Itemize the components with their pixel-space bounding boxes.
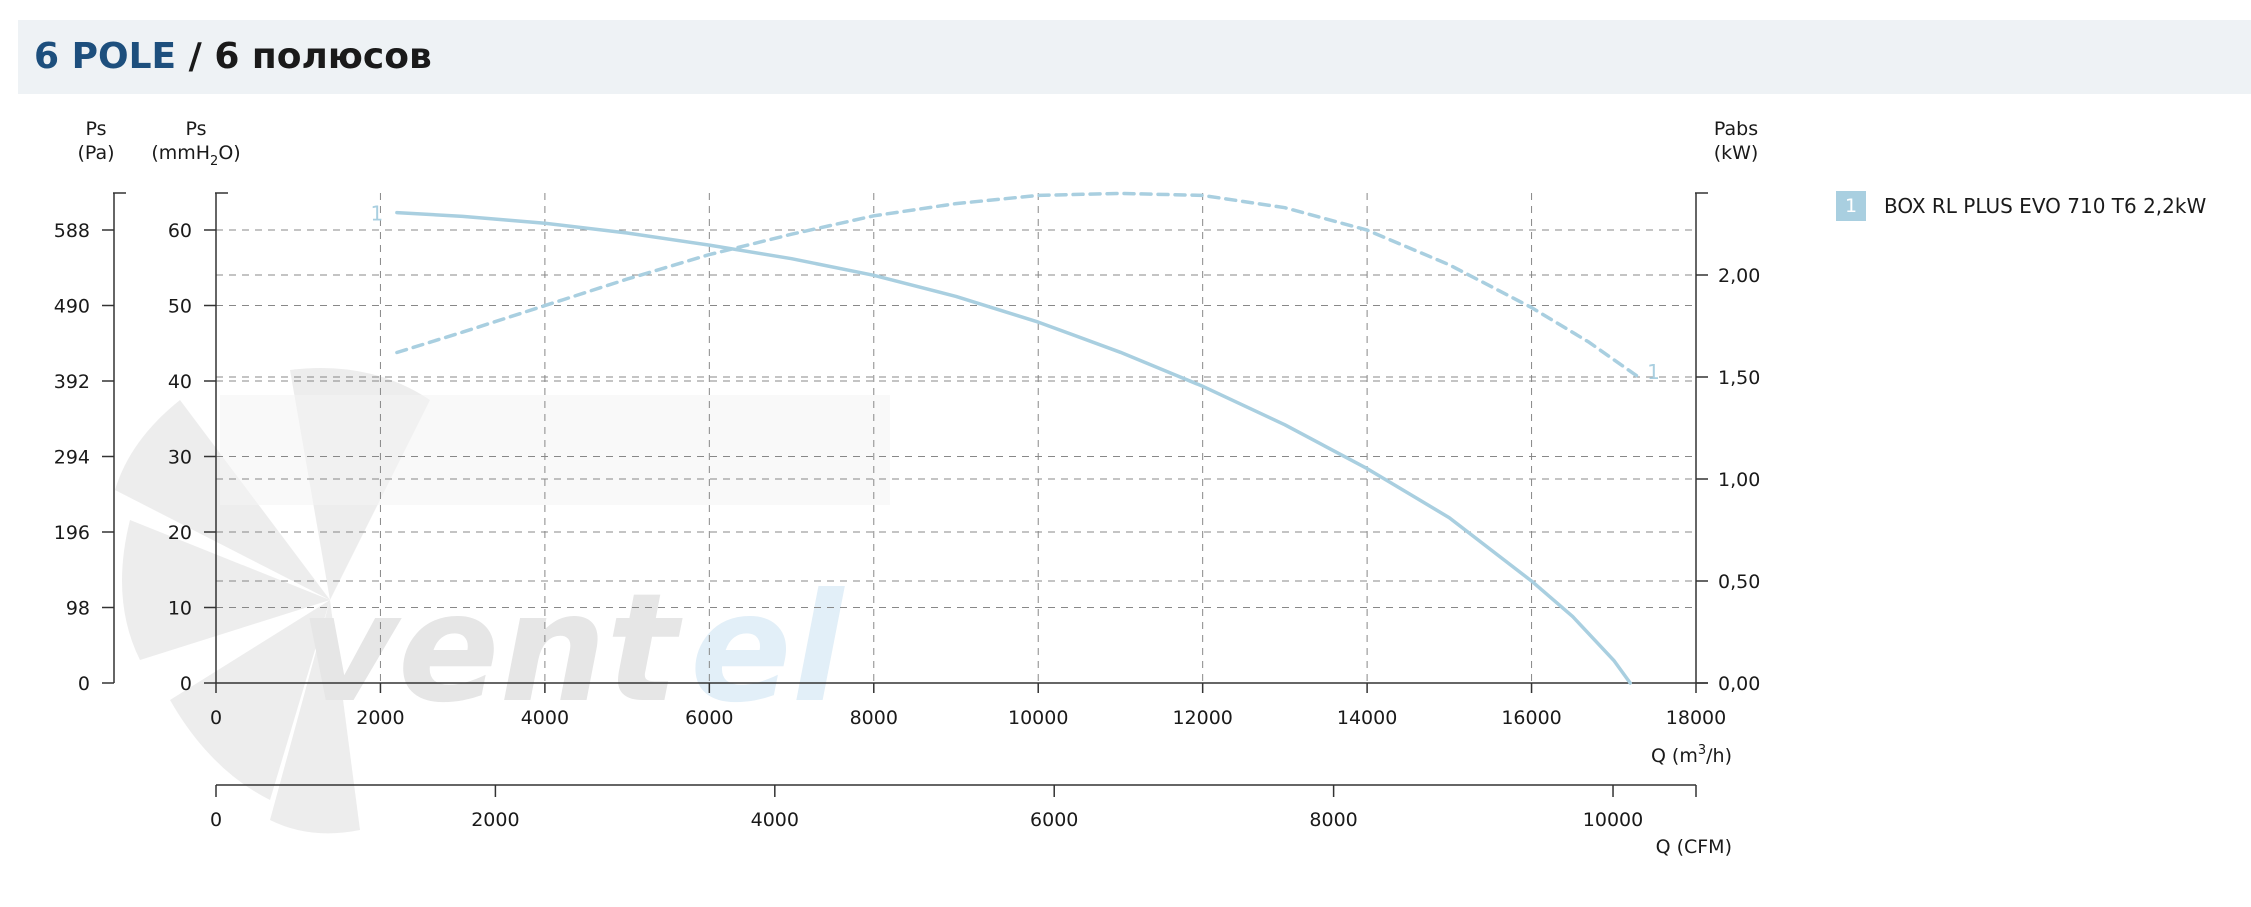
kw-tick-label: 1,00 xyxy=(1718,469,1760,491)
left-mm-axis-title-a: (mmH xyxy=(151,142,210,164)
mm-tick-label: 60 xyxy=(168,220,192,242)
cfm-tick-label: 10000 xyxy=(1583,809,1643,831)
pa-tick-label: 490 xyxy=(54,296,90,318)
cfm-tick-label: 2000 xyxy=(471,809,519,831)
kw-tick-label: 0,00 xyxy=(1718,673,1760,695)
legend-badge: 1 xyxy=(1836,191,1866,221)
x-m3h-axis-title-a: Q (m xyxy=(1651,745,1698,767)
watermark-band xyxy=(220,395,890,505)
watermark: vent el xyxy=(115,368,890,834)
watermark-logo-text: vent xyxy=(300,562,683,736)
x-tick-label: 0 xyxy=(210,707,222,729)
mm-tick-label: 0 xyxy=(180,673,192,695)
x-tick-label: 18000 xyxy=(1666,707,1726,729)
kw-tick-label: 0,50 xyxy=(1718,571,1760,593)
page-title: 6 POLE / 6 полюсов xyxy=(34,36,432,77)
mm-tick-label: 40 xyxy=(168,371,192,393)
left-mm-axis-title-line2: (mmH2O) xyxy=(151,142,240,169)
cfm-tick-label: 0 xyxy=(210,809,222,831)
pa-tick-label: 588 xyxy=(54,220,90,242)
pa-tick-label: 392 xyxy=(54,371,90,393)
x-m3h-axis-title-sup: 3 xyxy=(1698,743,1706,758)
chart-ticks: 09819629439249058801020304050600,000,501… xyxy=(54,220,1761,831)
x-cfm-axis-title: Q (CFM) xyxy=(1656,836,1732,858)
x-m3h-axis-title-b: /h) xyxy=(1706,745,1732,767)
kw-tick-label: 2,00 xyxy=(1718,265,1760,287)
cfm-tick-label: 6000 xyxy=(1030,809,1078,831)
power-curve xyxy=(395,191,1641,379)
x-tick-label: 12000 xyxy=(1172,707,1232,729)
pa-tick-label: 196 xyxy=(54,522,90,544)
pa-tick-label: 0 xyxy=(78,673,90,695)
mm-tick-label: 50 xyxy=(168,296,192,318)
right-axis-title-line2: (kW) xyxy=(1714,142,1759,164)
x-tick-label: 4000 xyxy=(521,707,569,729)
legend-label: BOX RL PLUS EVO 710 T6 2,2kW xyxy=(1884,194,2207,218)
x-tick-label: 8000 xyxy=(850,707,898,729)
left-mm-axis-title-sub: 2 xyxy=(210,154,218,169)
power-curve-label: 1 xyxy=(1647,360,1660,384)
kw-tick-label: 1,50 xyxy=(1718,367,1760,389)
watermark-fan-icon xyxy=(115,368,430,834)
pa-tick-label: 294 xyxy=(54,447,90,469)
x-tick-label: 6000 xyxy=(685,707,733,729)
title-accent: 6 POLE xyxy=(34,36,177,77)
x-m3h-axis-title: Q (m3/h) xyxy=(1651,743,1732,767)
mm-tick-label: 30 xyxy=(168,447,192,469)
chart-legend: 1 BOX RL PLUS EVO 710 T6 2,2kW xyxy=(1836,191,2206,221)
pressure-curve xyxy=(395,210,1632,685)
pa-tick-label: 98 xyxy=(66,598,90,620)
chart-curves: 11 xyxy=(371,191,1660,685)
cfm-tick-label: 8000 xyxy=(1309,809,1357,831)
pressure-curve-label: 1 xyxy=(371,202,384,226)
left-mm-axis-title-b: O) xyxy=(218,142,240,164)
x-tick-label: 14000 xyxy=(1337,707,1397,729)
axis-titles: Ps (Pa) Ps (mmH2O) Pabs (kW) Q (m3/h) Q … xyxy=(77,118,1758,858)
left-pa-axis-title-line2: (Pa) xyxy=(77,142,114,164)
mm-tick-label: 10 xyxy=(168,598,192,620)
mm-tick-label: 20 xyxy=(168,522,192,544)
left-mm-axis-title-line1: Ps xyxy=(185,118,206,140)
left-pa-axis-title-line1: Ps xyxy=(85,118,106,140)
right-axis-title-line1: Pabs xyxy=(1714,118,1758,140)
cfm-tick-label: 4000 xyxy=(751,809,799,831)
x-tick-label: 16000 xyxy=(1501,707,1561,729)
watermark-logo-text-accent: el xyxy=(690,562,846,736)
x-tick-label: 2000 xyxy=(356,707,404,729)
title-rest: / 6 полюсов xyxy=(176,36,432,77)
page-header: 6 POLE / 6 полюсов xyxy=(18,20,2251,94)
x-tick-label: 10000 xyxy=(1008,707,1068,729)
